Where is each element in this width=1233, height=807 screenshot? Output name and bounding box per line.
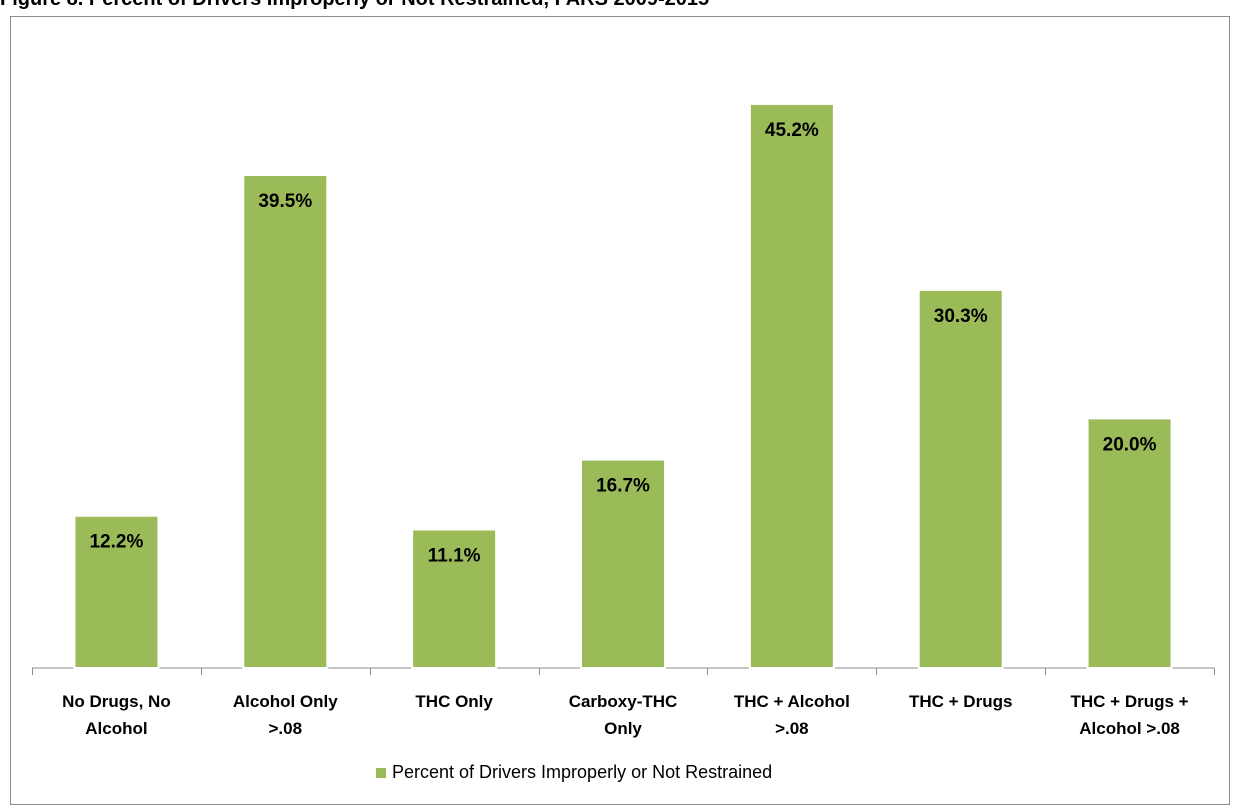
x-tick-label: THC + Drugs + bbox=[1071, 692, 1189, 711]
bar bbox=[917, 288, 1004, 669]
data-label: 16.7% bbox=[596, 476, 650, 497]
legend-swatch bbox=[376, 768, 386, 778]
x-tick-label: >.08 bbox=[775, 719, 809, 738]
data-label: 30.3% bbox=[934, 306, 988, 327]
x-tick-label: Carboxy-THC bbox=[569, 692, 678, 711]
bar bbox=[411, 528, 498, 669]
data-label: 12.2% bbox=[89, 532, 143, 553]
x-tick-label: THC Only bbox=[415, 692, 493, 711]
bar bbox=[242, 174, 329, 669]
chart-frame bbox=[10, 16, 1230, 805]
x-tick-label: Alcohol bbox=[85, 719, 147, 738]
bar bbox=[580, 458, 666, 670]
chart-title-cut: Figure 8. Percent of Drivers Improperly … bbox=[0, 0, 709, 10]
x-tick-label: >.08 bbox=[269, 719, 303, 738]
data-label: 45.2% bbox=[765, 120, 819, 141]
bar bbox=[1086, 417, 1173, 669]
x-tick-label: Alcohol Only bbox=[233, 692, 338, 711]
legend-label: Percent of Drivers Improperly or Not Res… bbox=[392, 762, 772, 782]
data-label: 20.0% bbox=[1103, 434, 1157, 455]
x-tick-label: Only bbox=[604, 719, 642, 738]
bar bbox=[73, 514, 160, 670]
x-tick-label: No Drugs, No bbox=[62, 692, 171, 711]
data-label: 39.5% bbox=[258, 191, 312, 212]
x-tick-label: THC + Drugs bbox=[909, 692, 1012, 711]
bar bbox=[748, 102, 835, 670]
data-label: 11.1% bbox=[428, 545, 481, 566]
x-tick-label: Alcohol >.08 bbox=[1079, 719, 1180, 738]
x-tick-label: THC + Alcohol bbox=[734, 692, 850, 711]
